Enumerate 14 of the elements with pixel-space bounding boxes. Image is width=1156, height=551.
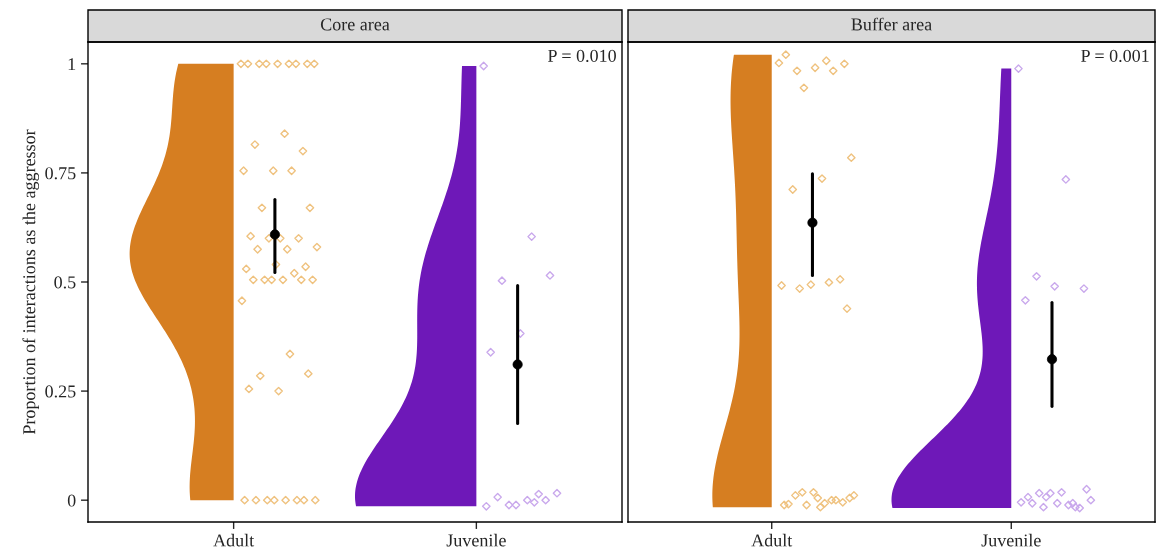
x-tick-label: Adult (213, 533, 255, 547)
y-tick-label: 1 (68, 58, 76, 71)
chart-title: Core area (320, 18, 390, 31)
y-tick-label: 0.75 (45, 167, 76, 180)
chart-title: Buffer area (851, 17, 932, 31)
y-tick-label: 0.5 (54, 276, 76, 289)
y-axis-title: Proportion of interactions as the aggressor (22, 129, 40, 435)
annotation: P = 0.001 (1081, 49, 1149, 62)
x-tick-label: Juvenile (981, 533, 1041, 547)
y-tick-label: 0.25 (45, 385, 76, 398)
x-tick-label: Juvenile (446, 533, 506, 547)
x-tick-label: Adult (751, 533, 793, 547)
annotation: P = 0.010 (547, 49, 616, 62)
y-tick-label: 0 (67, 494, 76, 507)
